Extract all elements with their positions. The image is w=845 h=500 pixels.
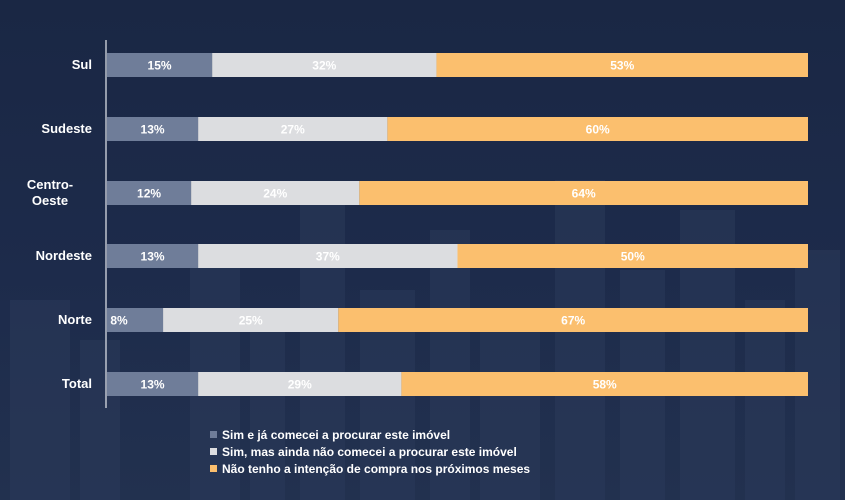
bar-segment-centro-oeste-series-1 [107, 181, 192, 205]
bar-segment-norte-series-2 [163, 308, 339, 332]
bar-segment-centro-oeste-series-2 [191, 181, 360, 205]
bar-segment-sul-series-3 [436, 53, 808, 77]
legend-swatch-series-3 [210, 465, 217, 472]
data-label-nordeste-series-2: 37% [316, 250, 340, 264]
bar-segment-norte-series-1 [107, 308, 164, 332]
data-label-norte-series-2: 25% [239, 314, 263, 328]
legend-item-series-3: Não tenho a intenção de compra nos próxi… [210, 460, 530, 477]
category-label-line: Nordeste [35, 248, 92, 263]
bar-segment-sudeste-series-1 [107, 117, 199, 141]
category-label-line: Sudeste [41, 121, 92, 136]
category-label-line: Oeste [31, 193, 69, 208]
category-label-sul: Sul [0, 57, 92, 73]
category-label-line: Norte [58, 312, 92, 327]
bar-segment-total-series-2 [198, 372, 402, 396]
bar-segment-norte-series-3 [338, 308, 808, 332]
legend-swatch-series-2 [210, 448, 217, 455]
bar-segment-total-series-3 [401, 372, 808, 396]
bar-segment-sudeste-series-2 [198, 117, 388, 141]
data-label-sul-series-3: 53% [610, 59, 634, 73]
data-label-centro-oeste-series-2: 24% [263, 187, 287, 201]
legend-label-series-2: Sim, mas ainda não comecei a procurar es… [222, 444, 517, 459]
bar-segment-nordeste-series-3 [457, 244, 808, 268]
category-label-line: Total [61, 376, 92, 391]
category-label-norte: Norte [0, 312, 92, 328]
legend-swatch-series-1 [210, 431, 217, 438]
bar-segment-nordeste-series-2 [198, 244, 458, 268]
legend-item-series-1: Sim e já comecei a procurar este imóvel [210, 426, 530, 443]
bar-segment-sul-series-2 [212, 53, 437, 77]
category-label-sudeste: Sudeste [0, 121, 92, 137]
data-label-centro-oeste-series-3: 64% [572, 187, 596, 201]
legend-label-series-3: Não tenho a intenção de compra nos próxi… [222, 461, 531, 476]
category-label-centro-oeste: Centro- Oeste [4, 177, 96, 209]
data-label-sudeste-series-1: 13% [141, 123, 165, 137]
category-label-line: Sul [71, 57, 92, 72]
data-label-total-series-3: 58% [593, 378, 617, 392]
legend-label-series-1: Sim e já comecei a procurar este imóvel [222, 427, 451, 442]
data-label-sul-series-1: 15% [148, 59, 172, 73]
legend-item-series-2: Sim, mas ainda não comecei a procurar es… [210, 443, 530, 460]
data-label-centro-oeste-series-1: 12% [137, 187, 161, 201]
data-label-nordeste-series-1: 13% [141, 250, 165, 264]
bar-segment-sul-series-1 [107, 53, 213, 77]
data-label-total-series-2: 29% [288, 378, 312, 392]
data-label-sudeste-series-2: 27% [281, 123, 305, 137]
legend: Sim e já comecei a procurar este imóvel … [210, 426, 530, 477]
data-label-nordeste-series-3: 50% [621, 250, 645, 264]
data-label-sudeste-series-3: 60% [586, 123, 610, 137]
category-label-total: Total [0, 376, 92, 392]
bar-segment-sudeste-series-3 [387, 117, 808, 141]
bar-segment-nordeste-series-1 [107, 244, 199, 268]
data-label-total-series-1: 13% [141, 378, 165, 392]
category-label-line: Centro- [26, 177, 74, 192]
bar-segment-centro-oeste-series-3 [359, 181, 808, 205]
data-label-sul-series-2: 32% [312, 59, 336, 73]
data-label-norte-series-1: 8% [110, 314, 128, 328]
category-label-nordeste: Nordeste [0, 248, 92, 264]
data-label-norte-series-3: 67% [561, 314, 585, 328]
bar-segment-total-series-1 [107, 372, 199, 396]
